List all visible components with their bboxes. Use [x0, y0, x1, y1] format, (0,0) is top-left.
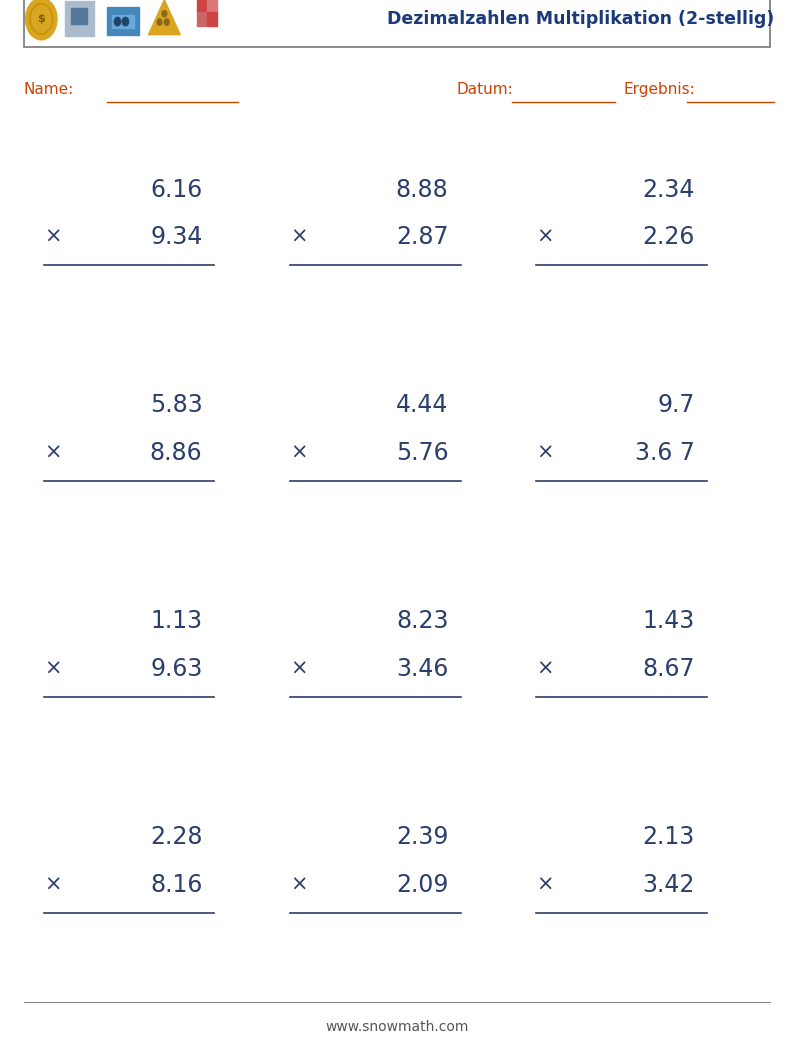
Text: 9.34: 9.34 [150, 225, 202, 249]
Bar [207, 12, 217, 26]
Bar [197, 0, 206, 12]
Text: 2.87: 2.87 [396, 225, 449, 249]
Text: 8.88: 8.88 [396, 178, 449, 201]
Text: ×: × [536, 875, 553, 894]
Text: ×: × [536, 227, 553, 246]
Text: 9.63: 9.63 [150, 657, 202, 680]
Circle shape [157, 19, 162, 25]
Text: ×: × [290, 659, 307, 678]
Circle shape [122, 17, 129, 25]
Text: 4.44: 4.44 [396, 394, 449, 417]
Text: 3.6 7: 3.6 7 [635, 441, 695, 464]
Text: 1.13: 1.13 [150, 610, 202, 633]
Text: ×: × [44, 443, 61, 462]
Text: 8.67: 8.67 [642, 657, 695, 680]
Circle shape [25, 0, 57, 40]
Text: ×: × [536, 443, 553, 462]
Bar [207, 0, 217, 12]
Text: 5.83: 5.83 [150, 394, 202, 417]
Text: ×: × [290, 443, 307, 462]
Text: Datum:: Datum: [457, 82, 513, 97]
Text: 2.13: 2.13 [642, 826, 695, 849]
Text: ×: × [44, 659, 61, 678]
Text: 2.39: 2.39 [396, 826, 449, 849]
Text: Name:: Name: [24, 82, 74, 97]
Bar [107, 6, 139, 35]
Text: 3.42: 3.42 [642, 873, 695, 896]
Text: 2.34: 2.34 [642, 178, 695, 201]
Bar [197, 12, 206, 26]
Text: Ergebnis:: Ergebnis: [623, 82, 695, 97]
Text: 8.86: 8.86 [150, 441, 202, 464]
Bar [65, 1, 94, 37]
Text: $: $ [37, 14, 45, 24]
Text: 2.09: 2.09 [396, 873, 449, 896]
Text: 1.43: 1.43 [642, 610, 695, 633]
Text: 8.16: 8.16 [150, 873, 202, 896]
Text: ×: × [44, 227, 61, 246]
Circle shape [162, 11, 167, 17]
Text: ×: × [290, 227, 307, 246]
Text: Dezimalzahlen Multiplikation (2-stellig): Dezimalzahlen Multiplikation (2-stellig) [387, 9, 774, 28]
Text: www.snowmath.com: www.snowmath.com [326, 1019, 468, 1034]
Polygon shape [148, 0, 180, 35]
Text: 5.76: 5.76 [396, 441, 449, 464]
Text: ×: × [290, 875, 307, 894]
Text: 9.7: 9.7 [657, 394, 695, 417]
Bar [24, 0, 770, 47]
Text: 2.28: 2.28 [150, 826, 202, 849]
Text: ×: × [536, 659, 553, 678]
Text: ×: × [44, 875, 61, 894]
Circle shape [114, 17, 121, 25]
Text: 3.46: 3.46 [396, 657, 449, 680]
Text: 6.16: 6.16 [150, 178, 202, 201]
Text: 2.26: 2.26 [642, 225, 695, 249]
Text: 8.23: 8.23 [396, 610, 449, 633]
Circle shape [164, 19, 169, 25]
Bar [112, 16, 134, 27]
Bar [71, 8, 87, 24]
